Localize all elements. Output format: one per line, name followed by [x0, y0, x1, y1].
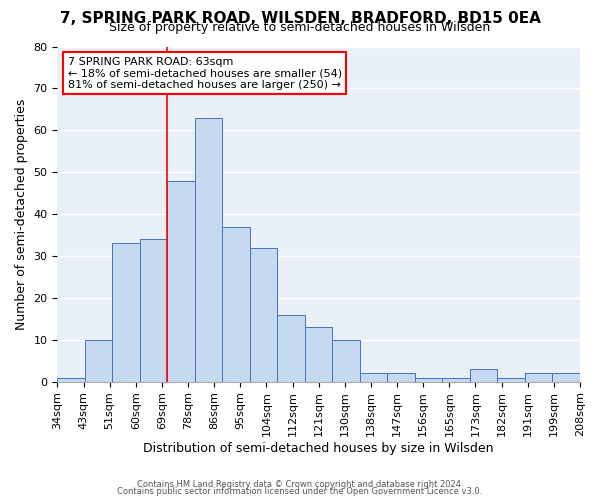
Y-axis label: Number of semi-detached properties: Number of semi-detached properties — [15, 98, 28, 330]
Bar — [195, 118, 223, 382]
Bar — [167, 180, 195, 382]
Bar — [360, 374, 388, 382]
Bar — [442, 378, 470, 382]
Text: Size of property relative to semi-detached houses in Wilsden: Size of property relative to semi-detach… — [109, 22, 491, 35]
Text: Contains public sector information licensed under the Open Government Licence v3: Contains public sector information licen… — [118, 487, 482, 496]
Bar — [223, 226, 250, 382]
Bar — [85, 340, 112, 382]
Bar — [112, 244, 140, 382]
Bar — [332, 340, 360, 382]
Bar — [305, 327, 332, 382]
Bar — [415, 378, 442, 382]
Bar — [277, 314, 305, 382]
X-axis label: Distribution of semi-detached houses by size in Wilsden: Distribution of semi-detached houses by … — [143, 442, 494, 455]
Text: 7, SPRING PARK ROAD, WILSDEN, BRADFORD, BD15 0EA: 7, SPRING PARK ROAD, WILSDEN, BRADFORD, … — [59, 11, 541, 26]
Bar — [58, 378, 85, 382]
Bar — [250, 248, 277, 382]
Bar — [525, 374, 553, 382]
Text: 7 SPRING PARK ROAD: 63sqm
← 18% of semi-detached houses are smaller (54)
81% of : 7 SPRING PARK ROAD: 63sqm ← 18% of semi-… — [68, 56, 342, 90]
Bar — [388, 374, 415, 382]
Bar — [470, 369, 497, 382]
Bar — [553, 374, 580, 382]
Text: Contains HM Land Registry data © Crown copyright and database right 2024.: Contains HM Land Registry data © Crown c… — [137, 480, 463, 489]
Bar — [140, 240, 167, 382]
Bar — [497, 378, 525, 382]
